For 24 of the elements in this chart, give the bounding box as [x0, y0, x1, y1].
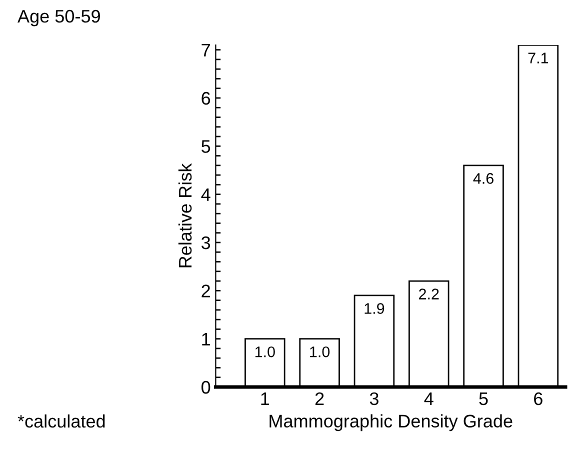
data-label: 1.9	[364, 303, 384, 314]
y-tick-label: 0	[202, 380, 210, 394]
data-label: 1.0	[255, 346, 275, 358]
y-tick-label: 6	[202, 92, 210, 105]
text: Age 50-59	[18, 10, 100, 26]
y-axis-title: Relative Risk	[178, 163, 192, 268]
text: *calculated	[18, 414, 105, 428]
data-label: 2.2	[419, 288, 439, 300]
y-tick-label: 5	[202, 140, 210, 153]
data-label: 4.6	[473, 173, 494, 184]
x-tick-label: 5	[479, 392, 488, 406]
x-tick-label: 3	[370, 392, 378, 406]
data-label: 7.1	[528, 52, 548, 64]
y-tick-label: 2	[202, 284, 210, 298]
x-axis-title: Mammographic Density Grade	[270, 414, 512, 432]
x-tick-label: 6	[534, 392, 542, 406]
x-tick-label: 2	[315, 392, 324, 405]
y-tick-label: 4	[201, 188, 210, 201]
x-tick-label: 1	[261, 392, 270, 405]
x-tick-label: 4	[424, 392, 434, 405]
data-label: 1.0	[310, 346, 330, 358]
y-tick-label: 7	[202, 44, 210, 56]
y-tick-label: 3	[201, 236, 210, 250]
y-tick-label: 1	[202, 332, 210, 346]
